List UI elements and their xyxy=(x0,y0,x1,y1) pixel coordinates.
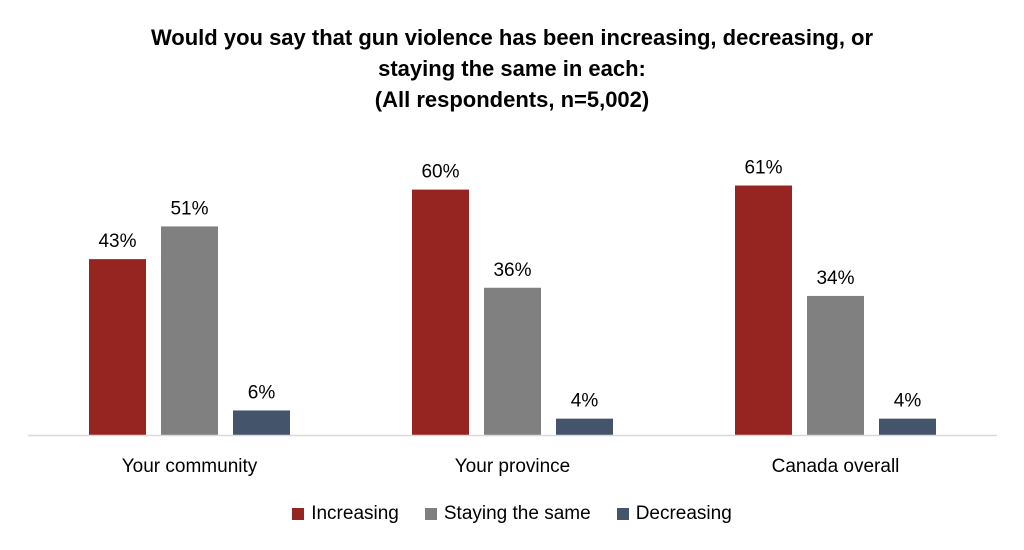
data-label-your-community-increasing: 43% xyxy=(98,231,136,252)
legend-label-increasing: Increasing xyxy=(311,503,399,524)
legend-swatch-decreasing xyxy=(616,508,629,520)
bar-your-community-decreasing xyxy=(233,410,290,435)
data-label-your-province-decreasing: 4% xyxy=(571,391,599,412)
data-label-your-province-staying-the-same: 36% xyxy=(493,260,531,281)
legend-label-staying-the-same: Staying the same xyxy=(443,503,591,524)
chart-title: Would you say that gun violence has been… xyxy=(0,22,1024,115)
bar-your-province-decreasing xyxy=(556,418,613,435)
chart-title-line-2: staying the same in each: xyxy=(378,56,646,81)
data-label-your-community-decreasing: 6% xyxy=(248,382,276,403)
chart-title-line-3: (All respondents, n=5,002) xyxy=(374,87,650,112)
data-label-canada-overall-staying-the-same: 34% xyxy=(816,268,854,289)
legend-item-staying-the-same: Staying the same xyxy=(424,503,591,525)
legend-swatch-staying-the-same xyxy=(424,508,437,520)
legend: Increasing Staying the same Decreasing xyxy=(0,503,1024,525)
legend-label-decreasing: Decreasing xyxy=(635,503,732,524)
data-label-your-province-increasing: 60% xyxy=(421,162,459,183)
chart-title-line-1: Would you say that gun violence has been… xyxy=(150,25,874,50)
legend-swatch-increasing xyxy=(292,508,305,520)
bar-your-province-staying-the-same xyxy=(484,287,541,435)
data-label-canada-overall-decreasing: 4% xyxy=(894,391,922,412)
category-label-canada-overall: Canada overall xyxy=(772,456,900,477)
data-label-canada-overall-increasing: 61% xyxy=(744,158,782,179)
legend-item-increasing: Increasing xyxy=(292,503,399,525)
bar-your-community-increasing xyxy=(89,259,146,435)
category-label-your-province: Your province xyxy=(455,456,570,477)
bar-canada-overall-staying-the-same xyxy=(807,295,864,435)
bar-canada-overall-increasing xyxy=(735,185,792,435)
bar-canada-overall-decreasing xyxy=(879,418,936,435)
category-label-your-community: Your community xyxy=(122,456,258,477)
bar-your-community-staying-the-same xyxy=(161,226,218,435)
data-label-your-community-staying-the-same: 51% xyxy=(170,198,208,219)
bar-your-province-increasing xyxy=(412,189,469,435)
legend-item-decreasing: Decreasing xyxy=(616,503,732,525)
